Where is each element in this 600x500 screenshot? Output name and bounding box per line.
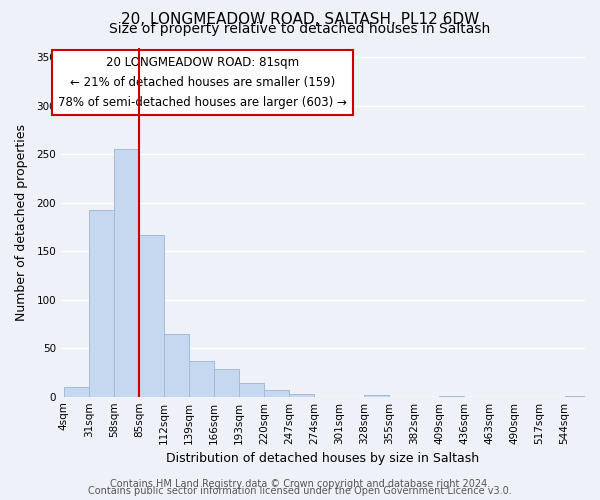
Text: 20, LONGMEADOW ROAD, SALTASH, PL12 6DW: 20, LONGMEADOW ROAD, SALTASH, PL12 6DW: [121, 12, 479, 28]
Bar: [164, 334, 189, 396]
Text: 20 LONGMEADOW ROAD: 81sqm
← 21% of detached houses are smaller (159)
78% of semi: 20 LONGMEADOW ROAD: 81sqm ← 21% of detac…: [58, 56, 347, 109]
Bar: [289, 394, 314, 396]
Bar: [114, 150, 139, 396]
Bar: [89, 210, 114, 396]
Bar: [214, 368, 239, 396]
Y-axis label: Number of detached properties: Number of detached properties: [15, 124, 28, 320]
Bar: [364, 394, 389, 396]
Text: Contains HM Land Registry data © Crown copyright and database right 2024.: Contains HM Land Registry data © Crown c…: [110, 479, 490, 489]
X-axis label: Distribution of detached houses by size in Saltash: Distribution of detached houses by size …: [166, 452, 479, 465]
Bar: [64, 387, 89, 396]
Text: Contains public sector information licensed under the Open Government Licence v3: Contains public sector information licen…: [88, 486, 512, 496]
Text: Size of property relative to detached houses in Saltash: Size of property relative to detached ho…: [109, 22, 491, 36]
Bar: [264, 390, 289, 396]
Bar: [239, 383, 264, 396]
Bar: [189, 361, 214, 396]
Bar: [139, 234, 164, 396]
